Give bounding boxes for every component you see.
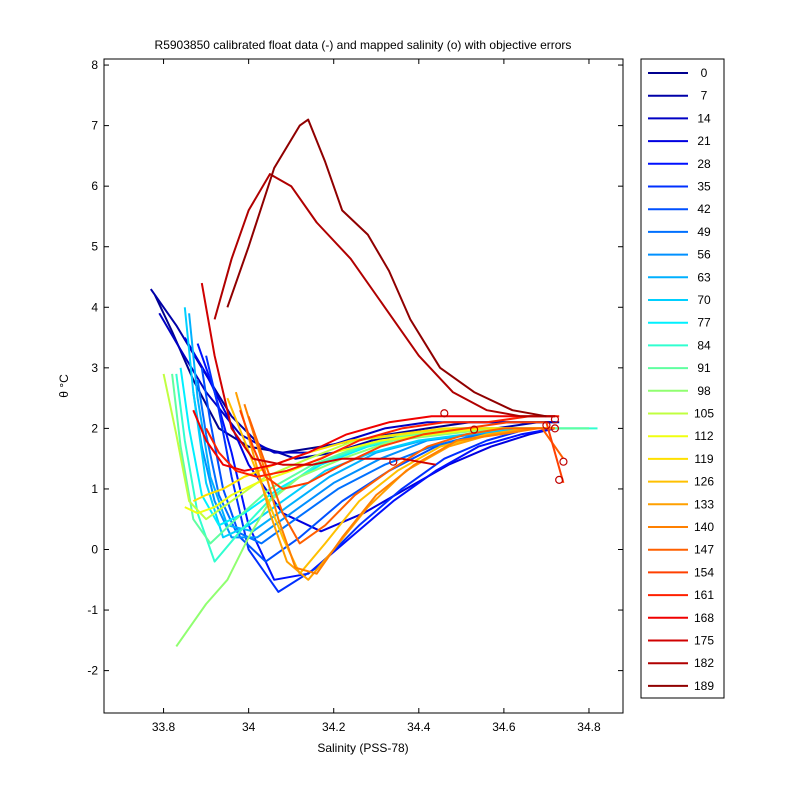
mapped-point — [550, 415, 560, 424]
mapped-point — [389, 457, 398, 466]
y-tick-label: 1 — [91, 482, 98, 496]
y-tick-label: 6 — [91, 179, 98, 193]
x-tick-label: 33.8 — [152, 720, 176, 734]
legend-label-161: 161 — [694, 588, 714, 602]
legend-label-105: 105 — [694, 407, 714, 421]
legend-label-63: 63 — [697, 270, 711, 284]
mapped-point — [470, 425, 479, 434]
x-tick-label: 34.6 — [492, 720, 516, 734]
legend-label-126: 126 — [694, 475, 714, 489]
mapped-point — [440, 409, 449, 418]
x-tick-label: 34.4 — [407, 720, 431, 734]
plot-area-frame — [103, 58, 624, 714]
y-tick-label: 0 — [91, 543, 98, 557]
series-line-189 — [226, 118, 547, 418]
y-tick-label: 3 — [91, 361, 98, 375]
legend-label-112: 112 — [694, 429, 713, 443]
legend-label-98: 98 — [697, 384, 711, 398]
y-tick-label: 2 — [91, 421, 98, 435]
y-tick-label: 4 — [91, 300, 98, 314]
mapped-points-layer — [389, 409, 568, 484]
chart-title: R5903850 calibrated float data (-) and m… — [155, 38, 572, 52]
legend-label-91: 91 — [697, 361, 711, 375]
x-axis-label: Salinity (PSS-78) — [317, 741, 408, 755]
legend-label-70: 70 — [697, 293, 711, 307]
series-line-175 — [200, 282, 436, 466]
series-line-154 — [239, 409, 565, 490]
legend-label-56: 56 — [697, 248, 711, 262]
legend-label-0: 0 — [701, 66, 708, 80]
y-tick-label: 5 — [91, 240, 98, 254]
series-line-168 — [192, 409, 555, 472]
series-layer — [149, 118, 598, 647]
mapped-point — [559, 457, 568, 466]
series-line-147 — [247, 415, 565, 545]
mapped-point — [550, 424, 560, 433]
legend-label-84: 84 — [697, 338, 711, 352]
y-tick-label: -2 — [87, 664, 98, 678]
legend-label-35: 35 — [697, 180, 711, 194]
x-tick-label: 34.2 — [322, 720, 346, 734]
y-tick-label: 7 — [91, 119, 98, 133]
legend-label-119: 119 — [694, 452, 713, 466]
y-axis-label: θ °C — [57, 374, 71, 398]
legend-label-140: 140 — [694, 520, 714, 534]
legend-label-49: 49 — [697, 225, 711, 239]
legend-box — [640, 58, 725, 699]
x-axis: 33.8 34 34.2 34.4 34.6 34.8 — [152, 59, 601, 734]
series-line-140 — [243, 403, 555, 575]
legend-label-14: 14 — [697, 111, 711, 125]
y-axis: 8 7 6 5 4 3 2 1 0 -1 -2 — [87, 58, 623, 678]
legend-label-42: 42 — [697, 202, 711, 216]
legend-label-175: 175 — [694, 634, 714, 648]
x-tick-label: 34 — [242, 720, 256, 734]
y-tick-label: -1 — [87, 603, 98, 617]
legend-label-133: 133 — [694, 497, 714, 511]
legend-label-28: 28 — [697, 157, 711, 171]
legend-label-77: 77 — [697, 316, 711, 330]
x-tick-label: 34.8 — [577, 720, 601, 734]
mapped-point — [555, 475, 564, 484]
y-tick-label: 8 — [91, 58, 98, 72]
legend-label-154: 154 — [694, 565, 714, 579]
legend[interactable]: 0 7 14 21 28 35 42 49 56 63 70 77 84 91 98 105 112 119 126… — [640, 58, 725, 699]
legend-label-21: 21 — [697, 134, 711, 148]
mapped-point — [542, 421, 551, 430]
legend-label-147: 147 — [694, 543, 714, 557]
series-line-182 — [213, 173, 555, 418]
legend-label-168: 168 — [694, 611, 714, 625]
legend-label-7: 7 — [701, 89, 708, 103]
legend-label-189: 189 — [694, 679, 714, 693]
legend-label-182: 182 — [694, 656, 714, 670]
